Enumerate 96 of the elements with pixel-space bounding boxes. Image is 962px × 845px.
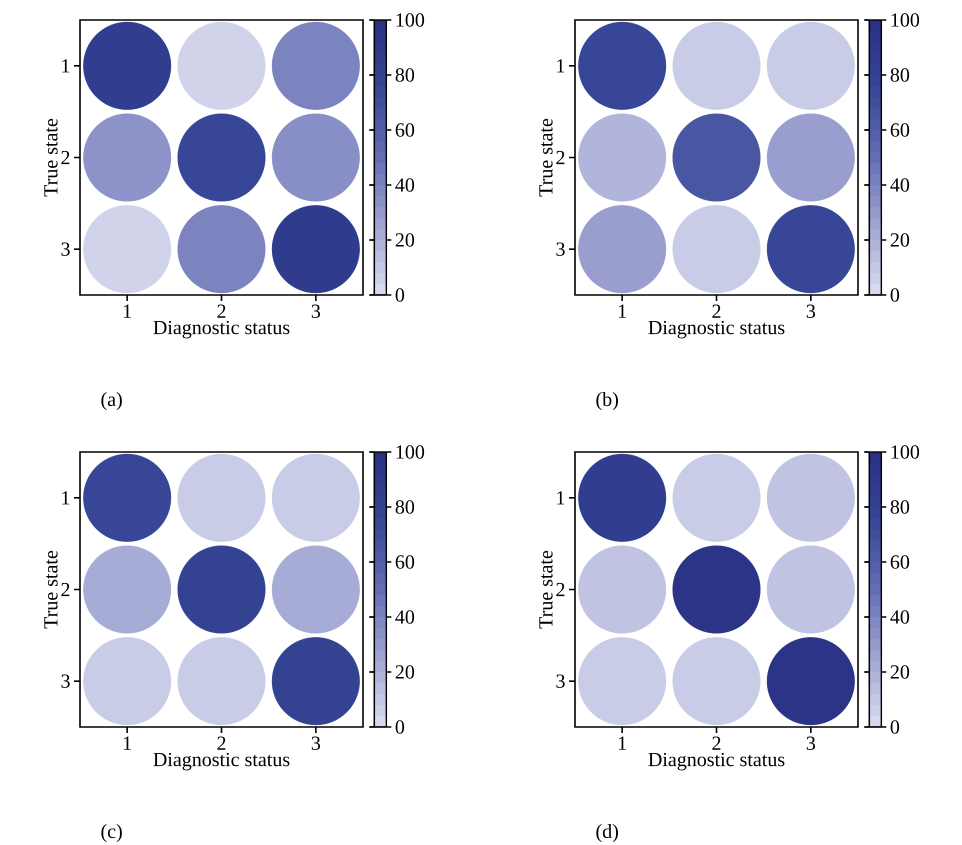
color-bar-label: 40 (395, 178, 414, 192)
y-tick-label: 1 (62, 59, 70, 72)
x-tick-label: 3 (806, 304, 816, 318)
text: (c) (101, 824, 122, 842)
point (177, 22, 266, 110)
point (83, 205, 172, 294)
y-tick-label: 2 (556, 582, 564, 596)
point (177, 637, 266, 726)
point (272, 637, 360, 726)
point (578, 113, 666, 202)
y-tick-label: 3 (61, 242, 70, 256)
x-tick-label: 1 (618, 304, 626, 318)
y-axis-title: True state (539, 118, 553, 196)
color-bar-label: 100 (396, 445, 424, 459)
color-bar-label: 80 (890, 500, 910, 514)
x-tick-label: 2 (712, 304, 720, 318)
text: (a) (101, 392, 122, 410)
point (766, 205, 855, 294)
x-tick-label: 1 (124, 736, 131, 750)
color-bar-label: 60 (396, 555, 414, 569)
point (766, 637, 855, 726)
point (83, 22, 172, 110)
x-tick-label: 2 (217, 304, 226, 318)
color-bar-label: 0 (890, 720, 900, 734)
point (578, 545, 666, 634)
color-bar-label: 60 (890, 123, 910, 137)
point (272, 454, 360, 542)
point (578, 205, 666, 294)
point (272, 545, 360, 634)
point (177, 454, 266, 542)
point (578, 22, 666, 110)
point (672, 545, 761, 634)
point (672, 637, 761, 726)
color-bar-label: 20 (890, 233, 910, 247)
point (672, 22, 761, 110)
point (578, 637, 666, 726)
point (578, 454, 666, 542)
x-tick-label: 2 (712, 736, 720, 750)
y-tick-label: 1 (62, 491, 70, 504)
point (177, 205, 266, 294)
color-bar-label: 80 (890, 68, 910, 82)
point (766, 454, 855, 542)
color-bar-label: 100 (892, 13, 920, 27)
color-bar-label: 40 (395, 610, 414, 624)
x-tick-label: 2 (217, 736, 226, 750)
color-bar-label: 0 (890, 288, 900, 302)
point (83, 113, 172, 202)
color-bar-label: 80 (396, 68, 414, 82)
color-bar-label: 0 (396, 288, 404, 302)
point (83, 454, 172, 542)
point (83, 637, 172, 726)
point (177, 545, 266, 634)
y-tick-label: 2 (61, 582, 70, 596)
point (177, 113, 266, 202)
point (766, 22, 855, 110)
point (672, 113, 761, 202)
y-axis-title: True state (44, 118, 58, 196)
color-bar-label: 0 (396, 720, 404, 734)
x-axis-title: Diagnostic status (153, 752, 290, 770)
color-bar-label: 20 (890, 665, 910, 679)
point (83, 545, 172, 634)
x-tick-label: 3 (806, 736, 816, 750)
y-tick-label: 2 (61, 150, 70, 164)
point (672, 454, 761, 542)
point (272, 113, 360, 202)
color-bar-label: 40 (890, 178, 910, 192)
color-bar-label: 60 (396, 123, 414, 137)
point (766, 545, 855, 634)
color-bar-label: 40 (890, 610, 910, 624)
point (766, 113, 855, 202)
color-bar-label: 100 (892, 445, 920, 459)
y-tick-label: 3 (556, 242, 565, 256)
x-tick-label: 3 (312, 736, 320, 750)
y-axis-title: True state (44, 550, 58, 628)
y-tick-label: 3 (61, 674, 70, 688)
point (272, 205, 360, 294)
point (672, 205, 761, 294)
y-tick-label: 1 (557, 59, 564, 72)
y-tick-label: 3 (556, 674, 565, 688)
y-axis-title: True state (539, 550, 553, 628)
x-axis-title: Diagnostic status (648, 320, 784, 338)
x-axis-title: Diagnostic status (153, 320, 290, 338)
color-bar-label: 100 (396, 13, 424, 27)
y-tick-label: 1 (557, 491, 564, 504)
x-tick-label: 1 (618, 736, 626, 750)
x-tick-label: 1 (124, 304, 131, 318)
x-tick-label: 3 (312, 304, 320, 318)
text: (d) (596, 824, 618, 842)
color-bar-label: 80 (396, 500, 414, 514)
text: (b) (596, 392, 618, 410)
point (272, 22, 360, 110)
color-bar-label: 60 (890, 555, 910, 569)
y-tick-label: 2 (556, 150, 564, 164)
x-axis-title: Diagnostic status (648, 752, 784, 770)
color-bar-label: 20 (396, 233, 414, 247)
color-bar-label: 20 (396, 665, 414, 679)
